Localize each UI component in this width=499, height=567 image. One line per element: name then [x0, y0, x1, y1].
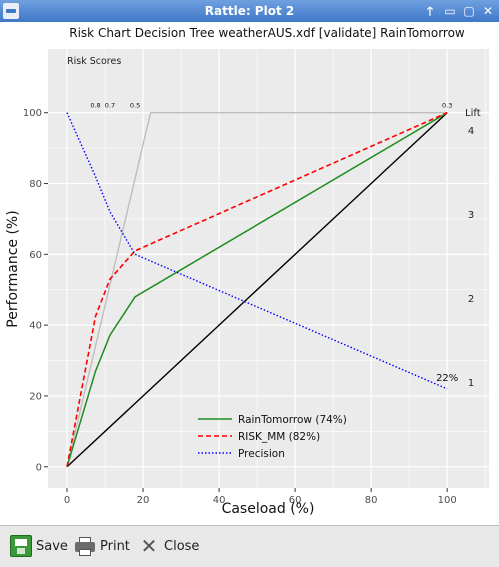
- x-tick-label: 20: [137, 495, 150, 506]
- app-icon: [3, 3, 19, 19]
- save-icon: [10, 535, 32, 557]
- x-axis-label: Caseload (%): [222, 501, 315, 517]
- close-icon[interactable]: ✕: [482, 4, 494, 18]
- plot-area: Risk Chart Decision Tree weatherAUS.xdf …: [0, 22, 499, 525]
- plot-labels: Risk Scores 0.8 0.7 0.5 0.3 Lift 1 2 3 4 22%: [67, 56, 481, 389]
- maximize-icon[interactable]: ▢: [463, 4, 475, 18]
- data-lines: [66, 111, 448, 468]
- print-button[interactable]: Print: [74, 532, 130, 560]
- print-label: Print: [100, 538, 130, 554]
- risk-score-value: 0.7: [105, 102, 115, 110]
- window-title: Rattle: Plot 2: [204, 4, 295, 18]
- risk-score-value: 0.8: [90, 102, 100, 110]
- close-x-icon: ✕: [140, 534, 158, 558]
- risk-chart: Risk Chart Decision Tree weatherAUS.xdf …: [5, 26, 489, 517]
- legend-label: RISK_MM (82%): [238, 431, 320, 443]
- minimize-icon[interactable]: ▭: [444, 4, 456, 18]
- x-tick-label: 80: [365, 495, 378, 506]
- baseline-line: [66, 112, 448, 468]
- legend-label: RainTomorrow (74%): [238, 414, 347, 426]
- plot-panel: [48, 49, 489, 488]
- y-tick-label: 0: [36, 462, 42, 473]
- axes: 0 20 40 60 80 100 0 20 40 60 80 100: [23, 108, 457, 506]
- y-tick-label: 40: [29, 321, 42, 332]
- lift-tick-label: 2: [468, 294, 474, 305]
- risk-mm-line: [66, 111, 448, 467]
- grid-lines: [48, 49, 489, 488]
- save-button[interactable]: Save: [10, 532, 68, 560]
- lift-axis-label: Lift: [465, 108, 481, 119]
- y-tick-label: 20: [29, 391, 42, 402]
- x-tick-label: 40: [213, 495, 226, 506]
- lift-tick-label: 1: [468, 378, 474, 389]
- up-arrow-icon[interactable]: 🡑: [426, 4, 434, 18]
- precision-annotation: 22%: [436, 373, 458, 384]
- y-axis-label: Performance (%): [5, 210, 21, 327]
- optimal-line: [66, 112, 448, 467]
- risk-score-value: 0.3: [442, 102, 452, 110]
- save-label: Save: [36, 538, 68, 554]
- legend: RainTomorrow (74%) RISK_MM (82%) Precision: [198, 414, 347, 460]
- close-button[interactable]: ✕ Close: [138, 532, 200, 560]
- toolbar: Save Print ✕ Close: [0, 525, 499, 567]
- risk-score-value: 0.5: [130, 102, 140, 110]
- printer-icon: [74, 535, 96, 557]
- chart-title: Risk Chart Decision Tree weatherAUS.xdf …: [69, 26, 465, 40]
- lift-tick-label: 3: [468, 210, 474, 221]
- close-label: Close: [164, 538, 200, 554]
- legend-label: Precision: [238, 448, 285, 460]
- title-bar: Rattle: Plot 2 🡑 ▭ ▢ ✕: [0, 0, 499, 22]
- x-tick-label: 100: [438, 495, 457, 506]
- y-tick-label: 60: [29, 250, 42, 261]
- lift-tick-label: 4: [468, 126, 474, 137]
- y-tick-label: 80: [29, 179, 42, 190]
- y-tick-label: 100: [23, 108, 42, 119]
- x-tick-label: 0: [64, 495, 70, 506]
- precision-line: [66, 112, 448, 390]
- risk-scores-label: Risk Scores: [67, 56, 121, 67]
- raintomorrow-line: [66, 112, 448, 468]
- x-tick-label: 60: [289, 495, 302, 506]
